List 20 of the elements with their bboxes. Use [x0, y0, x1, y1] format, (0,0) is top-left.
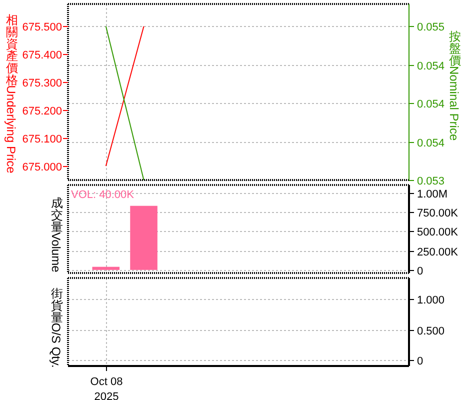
- y2-tick-label: 0.054: [417, 98, 445, 110]
- y2-tick-label: 0.054: [417, 60, 445, 72]
- y-tick-label: 500.00K: [417, 226, 459, 238]
- y-axis-title: 相關資產價格Underlying Price: [4, 12, 18, 174]
- y-tick-label: 1.00M: [417, 188, 448, 200]
- y-axis-title: 成交量Volume: [49, 196, 64, 272]
- y2-tick-label: 0.053: [417, 176, 445, 188]
- y-tick-label: 675.200: [22, 106, 62, 118]
- y2-tick-label: 0.054: [417, 138, 445, 150]
- y-tick-label: 0: [417, 266, 424, 278]
- y2-tick-label: 0.055: [417, 22, 445, 34]
- y-tick-label: 250.00K: [417, 246, 459, 258]
- y-tick-label: 675.100: [22, 134, 62, 146]
- y-tick-label: 675.400: [22, 50, 62, 62]
- y-tick-label: 675.300: [22, 78, 62, 90]
- y-tick-label: 750.00K: [417, 208, 459, 220]
- y-tick-label: 675.000: [22, 162, 62, 174]
- y2-axis-title: 按盤價Nominal Price: [447, 30, 462, 141]
- annotation: VOL: 40.00K: [71, 189, 134, 201]
- y-tick-label: 675.500: [22, 22, 62, 34]
